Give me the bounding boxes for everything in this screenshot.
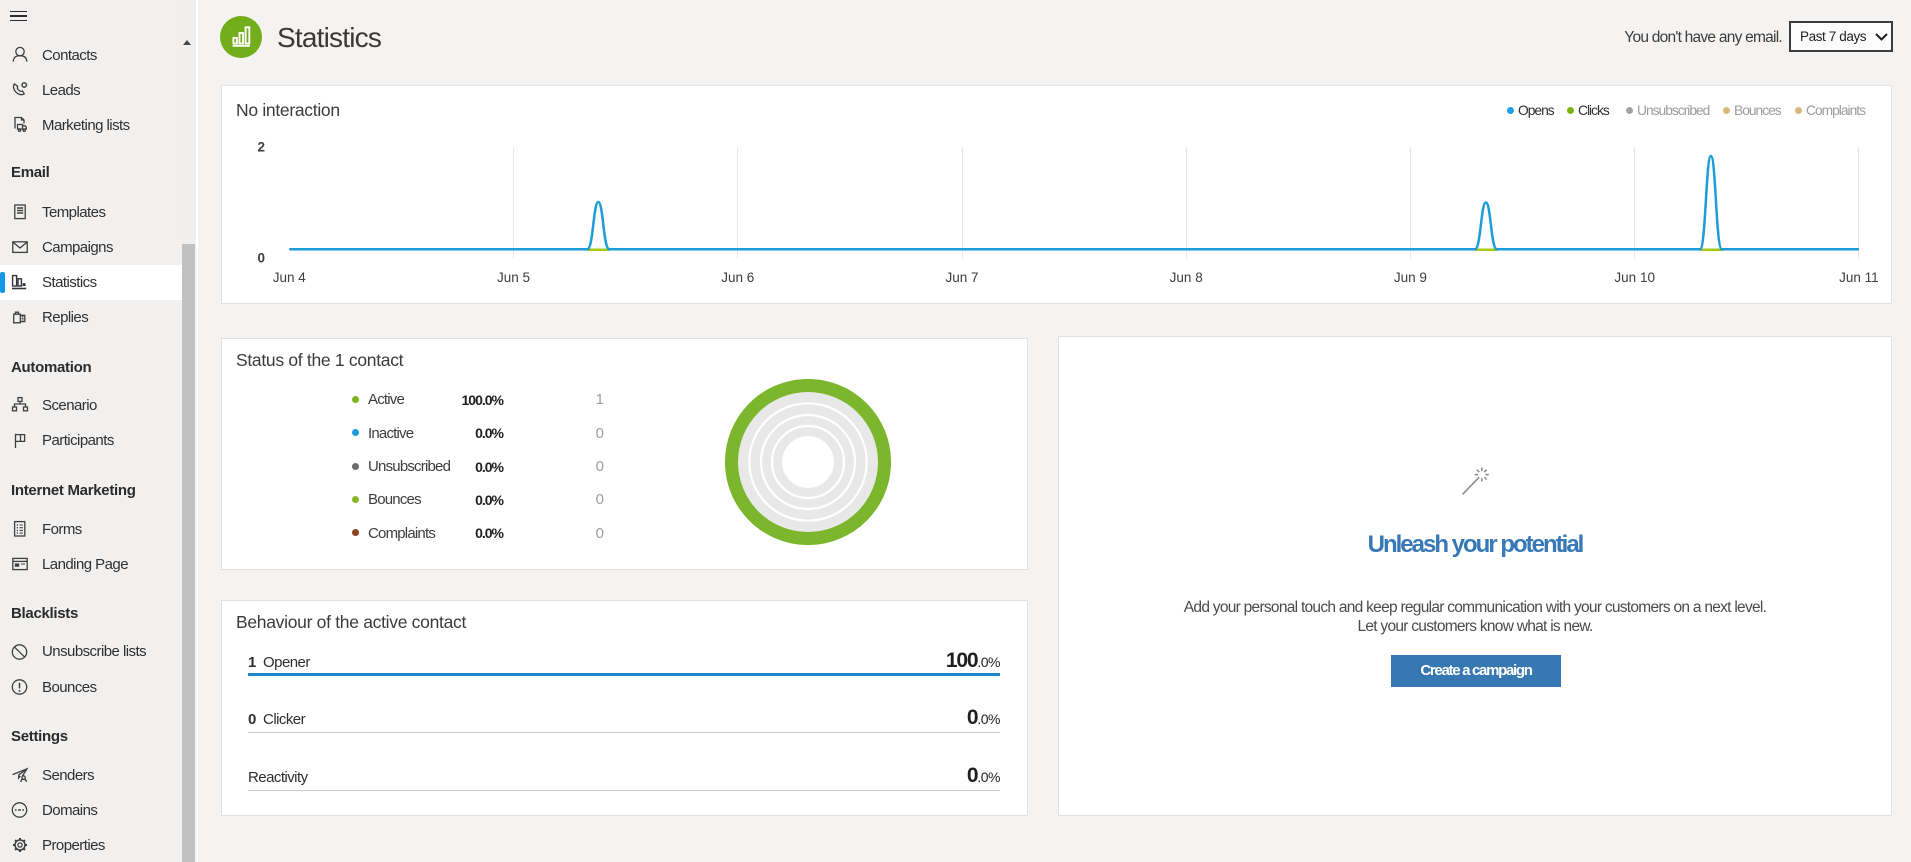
svg-text:Jun 9: Jun 9 (1394, 270, 1427, 285)
svg-text:2: 2 (257, 140, 265, 155)
svg-text:Jun 6: Jun 6 (721, 270, 754, 285)
svg-text:Jun 11: Jun 11 (1839, 270, 1879, 285)
svg-text:Jun 4: Jun 4 (273, 270, 307, 285)
svg-text:Jun 7: Jun 7 (945, 270, 978, 285)
svg-text:Jun 10: Jun 10 (1614, 270, 1655, 285)
svg-text:Jun 5: Jun 5 (497, 270, 530, 285)
svg-text:Jun 8: Jun 8 (1170, 270, 1203, 285)
svg-text:0: 0 (257, 251, 265, 266)
